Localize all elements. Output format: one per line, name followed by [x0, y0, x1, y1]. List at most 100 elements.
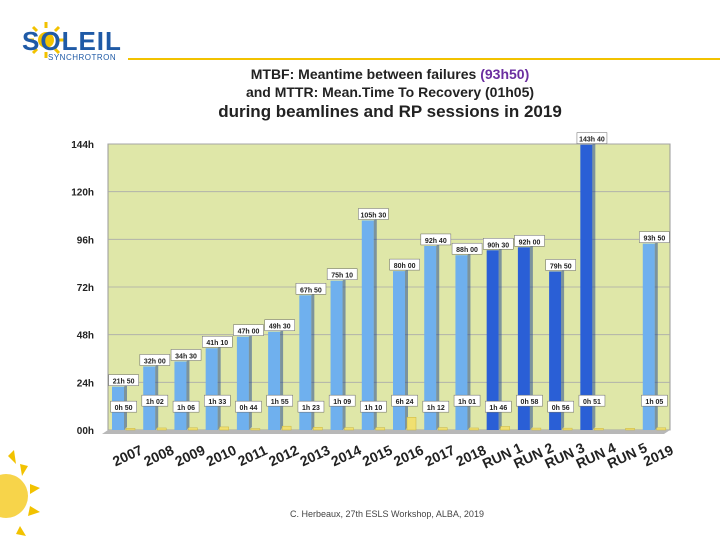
mtbf-data-label: 80h 00: [394, 263, 416, 270]
mtbf-data-label: 75h 10: [331, 273, 353, 280]
mtbf-bar: [299, 295, 312, 430]
mttr-bar: [406, 417, 417, 431]
soleil-logo: [14, 20, 124, 64]
mtbf-label-box: [545, 259, 576, 271]
mttr-label-box: [641, 394, 668, 407]
mttr-label-box: [391, 394, 418, 407]
mttr-label-box: [266, 394, 293, 407]
mttr-bar: [625, 428, 635, 431]
mttr-label-box: [422, 400, 450, 413]
mtbf-label-box: [202, 335, 233, 348]
mtbf-data-label: 93h 50: [643, 236, 665, 243]
mttr-bar: [562, 427, 573, 431]
mtbf-data-label: 143h 40: [579, 137, 605, 144]
mtbf-bar-side: [592, 141, 596, 431]
x-tick-label: 2007: [110, 442, 145, 470]
chart-floor: [102, 430, 670, 434]
mtbf-data-label: 41h 10: [206, 340, 228, 347]
mttr-label-box: [110, 400, 137, 413]
mtbf-bar-side: [529, 244, 533, 430]
mttr-bar: [344, 427, 354, 431]
mttr-label-box: [360, 400, 387, 413]
mtbf-data-label: 67h 50: [300, 287, 322, 294]
mtbf-label-box: [639, 231, 670, 243]
mtbf-bar-side: [280, 328, 284, 430]
y-tick-label: 72h: [77, 283, 94, 294]
y-tick-label: 00h: [77, 426, 94, 437]
mttr-label-box: [578, 394, 606, 407]
y-tick-label: 24h: [77, 378, 94, 389]
mtbf-label-box: [420, 233, 452, 246]
mttr-bar: [250, 428, 261, 431]
mtbf-bar-side: [436, 242, 440, 430]
mttr-data-label: 1h 06: [177, 405, 195, 412]
mtbf-bar: [174, 361, 187, 430]
x-tick-label: 2019: [641, 442, 676, 470]
mttr-data-label: 1h 02: [146, 399, 164, 406]
x-tick-label: 2010: [204, 442, 239, 470]
mttr-label-box: [204, 394, 231, 407]
mtbf-bar: [549, 271, 562, 430]
mtbf-label-box: [576, 132, 608, 144]
mtbf-bar: [236, 336, 249, 430]
mttr-label-box: [141, 394, 169, 407]
mtbf-bar-side: [311, 292, 315, 430]
mtbf-mttr-chart: 00h 24h 48h 72h 96h 120h 144h 21h 50 0h 50 2007 32…: [71, 132, 676, 472]
mttr-data-label: 0h 56: [552, 405, 570, 412]
mtbf-label-box: [139, 354, 171, 366]
mttr-data-label: 6h 24: [396, 399, 414, 406]
mttr-bar: [313, 427, 323, 431]
mtbf-data-label: 105h 30: [361, 212, 387, 219]
mtbf-label-box: [389, 258, 420, 271]
mtbf-label-box: [295, 283, 327, 295]
mtbf-label-box: [483, 238, 514, 250]
mtbf-bar-side: [373, 217, 377, 430]
x-tick-label: 2009: [172, 442, 207, 470]
mttr-data-label: 1h 23: [302, 405, 320, 412]
mtbf-bar-side: [467, 252, 471, 430]
mtbf-data-label: 49h 30: [269, 324, 291, 331]
mttr-data-label: 1h 55: [271, 399, 289, 406]
mtbf-data-label: 90h 30: [487, 242, 509, 249]
y-tick-label: 120h: [71, 188, 94, 199]
mtbf-label-box: [514, 235, 545, 247]
mtbf-label-box: [170, 349, 202, 361]
logo-subtext: SYNCHROTRON: [48, 53, 117, 62]
mtbf-bar-side: [342, 277, 346, 430]
header-divider: [128, 58, 720, 60]
mtbf-label-box: [233, 324, 264, 336]
mttr-label-box: [328, 394, 356, 407]
mttr-bar: [594, 428, 604, 431]
mttr-label-box: [235, 400, 262, 413]
footer-credit: C. Herbeaux, 27th ESLS Workshop, ALBA, 2…: [290, 509, 484, 519]
y-tick-label: 96h: [77, 235, 94, 246]
mtbf-bar-side: [498, 247, 502, 430]
mttr-bar: [531, 427, 542, 431]
mtbf-data-label: 92h 00: [519, 239, 541, 246]
y-tick-label: 48h: [77, 331, 94, 342]
chart-title-line2: and MTTR: Mean.Time To Recovery (01h05): [245, 84, 535, 100]
mttr-label-box: [547, 400, 574, 413]
mttr-bar: [156, 427, 167, 431]
mtbf-bar-side: [248, 333, 252, 430]
mttr-bar: [188, 427, 198, 431]
x-tick-label: 2013: [297, 442, 332, 470]
mttr-bar: [281, 425, 292, 431]
mttr-data-label: 0h 44: [240, 405, 258, 412]
mttr-label-box: [172, 400, 200, 413]
mttr-bar: [500, 426, 510, 431]
mtbf-bar-side: [186, 358, 190, 430]
mtbf-bar: [580, 144, 593, 431]
mttr-data-label: 1h 10: [364, 405, 382, 412]
chart-title-line3: during beamlines and RP sessions in 2019: [218, 102, 562, 121]
mtbf-bar: [330, 280, 343, 430]
x-tick-label: 2015: [360, 442, 395, 470]
mtbf-bar: [424, 245, 437, 430]
mtbf-bar-side: [654, 240, 658, 430]
mtbf-data-label: 34h 30: [175, 353, 197, 360]
mttr-bar: [125, 428, 136, 431]
x-tick-label: 2008: [141, 442, 176, 470]
x-tick-label: 2014: [329, 442, 364, 470]
mtbf-data-label: 92h 40: [425, 238, 447, 245]
mttr-data-label: 1h 46: [489, 405, 507, 412]
